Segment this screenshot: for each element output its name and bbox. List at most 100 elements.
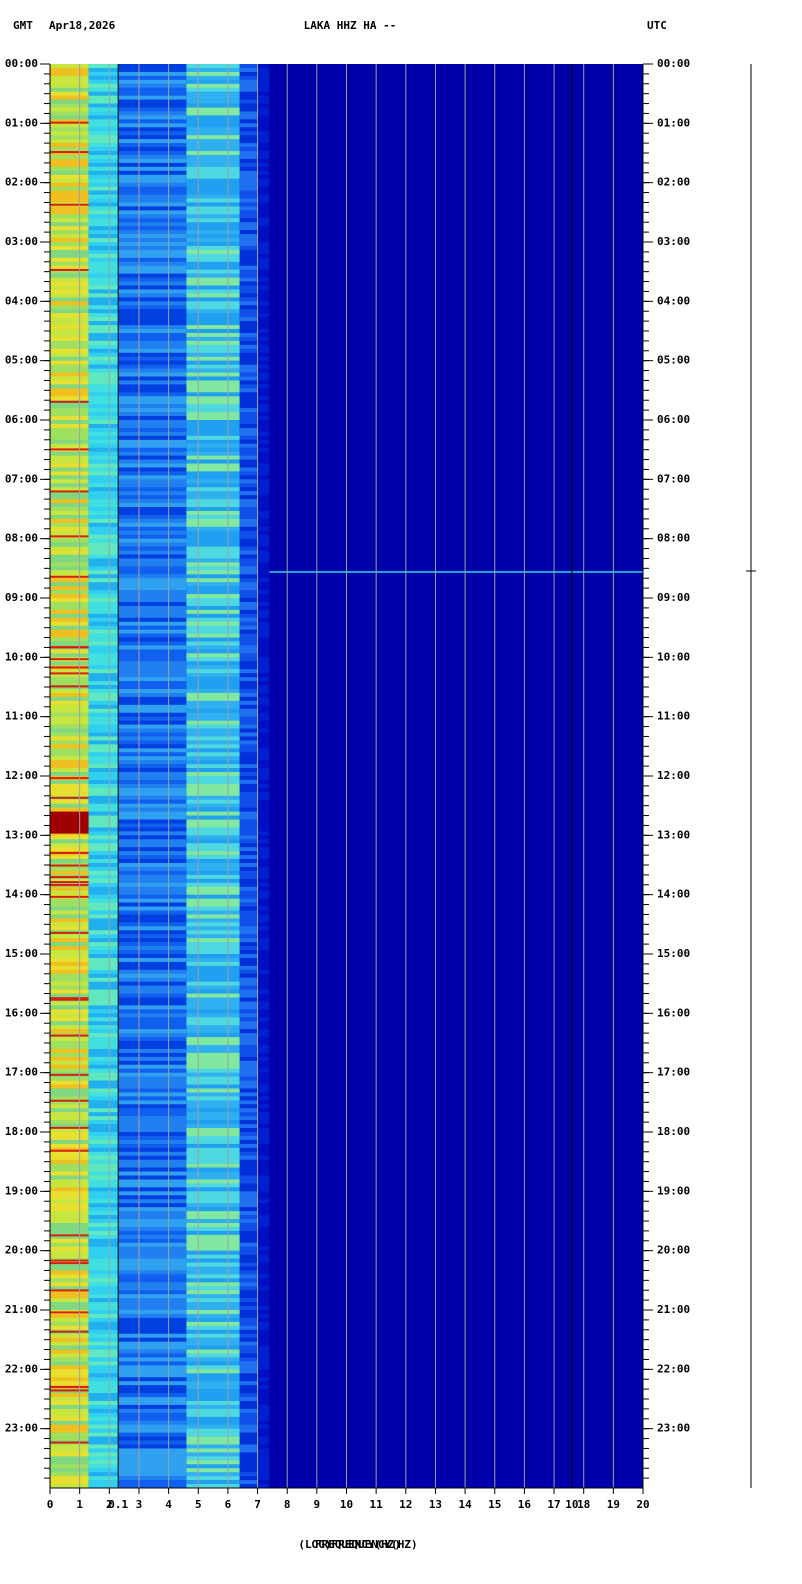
texture xyxy=(118,934,187,939)
texture xyxy=(118,839,187,844)
texture xyxy=(239,356,258,361)
texture xyxy=(88,712,119,717)
texture xyxy=(239,1286,258,1291)
texture xyxy=(118,594,187,599)
texture xyxy=(118,1068,187,1073)
texture xyxy=(50,261,89,267)
texture xyxy=(257,831,270,836)
texture xyxy=(88,1017,119,1022)
texture xyxy=(257,752,270,757)
texture xyxy=(50,859,89,864)
texture xyxy=(118,475,187,480)
texture xyxy=(50,431,89,437)
texture xyxy=(186,997,240,1002)
texture xyxy=(50,1167,89,1172)
texture xyxy=(118,1124,187,1129)
texture xyxy=(50,1480,89,1485)
texture xyxy=(257,281,270,286)
texture xyxy=(50,408,89,413)
texture xyxy=(88,779,119,785)
texture xyxy=(118,297,187,302)
texture xyxy=(50,1369,89,1374)
texture xyxy=(88,277,119,282)
texture xyxy=(186,99,240,104)
texture xyxy=(118,776,187,781)
texture xyxy=(88,669,119,674)
texture xyxy=(257,586,270,591)
texture xyxy=(50,162,89,168)
texture xyxy=(186,1163,240,1168)
texture xyxy=(50,1337,89,1342)
texture xyxy=(88,574,119,579)
texture xyxy=(50,922,89,927)
texture xyxy=(118,985,187,990)
texture xyxy=(118,677,187,682)
texture xyxy=(88,1143,119,1149)
texture xyxy=(186,685,240,690)
texture xyxy=(88,1029,119,1034)
texture xyxy=(118,1025,187,1030)
texture xyxy=(88,716,119,721)
texture xyxy=(50,139,89,144)
texture xyxy=(118,1456,187,1461)
texture xyxy=(88,87,119,92)
texture xyxy=(118,605,187,611)
texture xyxy=(257,1274,270,1279)
texture xyxy=(118,1397,187,1402)
texture xyxy=(50,1052,89,1058)
texture xyxy=(186,222,240,227)
texture xyxy=(50,946,89,951)
texture xyxy=(239,1187,258,1192)
texture xyxy=(257,1290,270,1295)
texture xyxy=(186,194,240,199)
texture xyxy=(88,1254,119,1259)
texture xyxy=(257,1021,270,1026)
texture xyxy=(118,752,187,757)
texture xyxy=(50,404,89,409)
texture xyxy=(186,918,240,923)
texture xyxy=(50,123,89,128)
texture xyxy=(239,756,258,761)
texture xyxy=(239,336,258,342)
texture xyxy=(50,380,89,385)
texture xyxy=(118,1207,187,1212)
texture xyxy=(88,435,119,441)
texture xyxy=(118,1037,187,1042)
texture xyxy=(186,1369,240,1374)
texture xyxy=(186,289,240,294)
texture xyxy=(50,700,89,706)
texture xyxy=(118,566,187,571)
texture xyxy=(50,732,89,737)
texture xyxy=(257,439,270,445)
texture xyxy=(239,831,258,836)
texture xyxy=(257,1349,270,1354)
texture xyxy=(186,1005,240,1010)
texture xyxy=(239,162,258,168)
texture xyxy=(239,534,258,539)
texture xyxy=(50,811,89,834)
texture xyxy=(186,253,240,259)
texture xyxy=(118,420,187,425)
texture xyxy=(186,882,240,888)
texture xyxy=(88,147,119,152)
texture xyxy=(186,412,240,417)
texture xyxy=(50,931,89,934)
texture xyxy=(50,64,89,69)
texture xyxy=(50,530,89,536)
texture xyxy=(118,590,187,595)
texture xyxy=(257,1432,270,1437)
texture xyxy=(239,744,258,749)
texture xyxy=(88,870,119,876)
texture xyxy=(186,305,240,310)
texture xyxy=(239,443,258,448)
texture xyxy=(186,123,240,128)
texture xyxy=(257,1464,270,1469)
y-tick-label-right: 07:00 xyxy=(657,472,690,485)
texture xyxy=(118,779,187,785)
texture xyxy=(50,360,89,365)
texture xyxy=(257,1448,270,1453)
texture xyxy=(118,1365,187,1370)
texture xyxy=(50,1302,89,1307)
texture xyxy=(88,368,119,373)
texture xyxy=(88,582,119,587)
